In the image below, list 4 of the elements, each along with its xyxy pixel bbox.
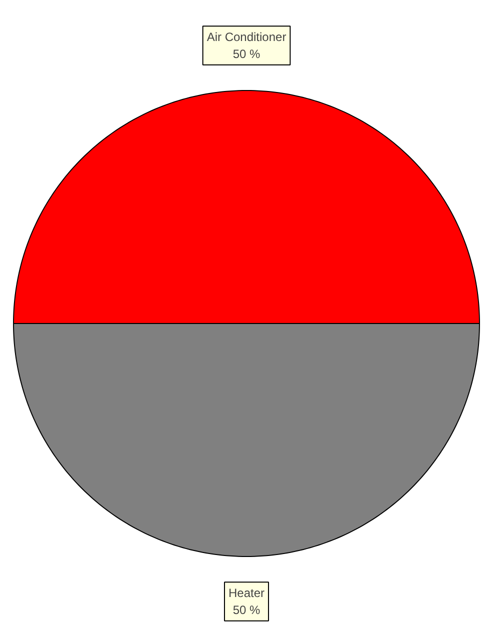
- data-label: 50 %: [232, 46, 261, 61]
- slice-label: Air Conditioner: [206, 30, 286, 44]
- slice-label: Heater: [228, 586, 265, 600]
- data-label: 50 %: [232, 602, 261, 617]
